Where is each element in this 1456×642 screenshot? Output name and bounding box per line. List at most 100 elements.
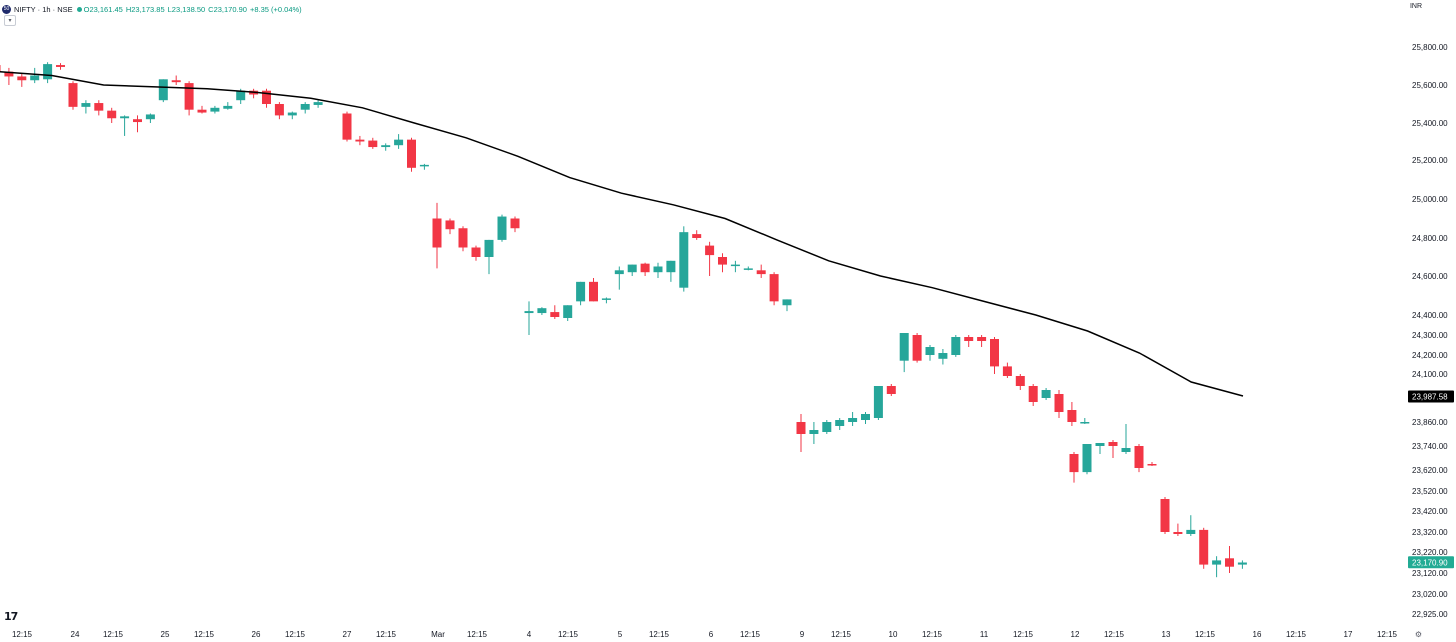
x-axis-tick-label: 12:15 xyxy=(376,630,397,639)
candle-body xyxy=(1160,499,1170,532)
y-axis-tick-label: 23,740.00 xyxy=(1412,442,1448,451)
x-axis-tick-label: 27 xyxy=(343,630,352,639)
candle-body xyxy=(640,263,650,273)
ohlc-high: H23,173.85 xyxy=(125,4,165,14)
candle-body xyxy=(886,386,896,394)
candle-body xyxy=(1002,366,1012,376)
y-axis-tick-label: 25,400.00 xyxy=(1412,119,1448,128)
x-axis-tick-label: 16 xyxy=(1253,630,1262,639)
candle-body xyxy=(925,347,935,355)
x-axis-tick-label: 12:15 xyxy=(12,630,33,639)
x-axis-tick-label: 12:15 xyxy=(558,630,579,639)
candle-body xyxy=(743,268,753,270)
symbol-legend[interactable]: 50 NIFTY · 1h · NSE O23,161.45 H23,173.8… xyxy=(2,2,305,16)
x-axis-tick-label: 26 xyxy=(252,630,261,639)
x-axis-tick-label: Mar xyxy=(431,630,445,639)
y-axis-tick-label: 24,400.00 xyxy=(1412,311,1448,320)
candle-body xyxy=(563,305,573,318)
currency-label[interactable]: INR xyxy=(1409,3,1422,10)
x-axis-tick-label: 12:15 xyxy=(1286,630,1307,639)
candle-body xyxy=(394,139,404,146)
gear-icon[interactable]: ⚙ xyxy=(1414,630,1422,639)
x-axis-tick-label: 12:15 xyxy=(285,630,306,639)
x-axis-tick-label: 25 xyxy=(161,630,170,639)
x-axis-tick-label: 12:15 xyxy=(1377,630,1398,639)
x-axis-tick-label: 13 xyxy=(1162,630,1171,639)
y-axis-tick-label: 24,300.00 xyxy=(1412,331,1448,340)
x-axis-tick-label: 12:15 xyxy=(467,630,488,639)
candle-body xyxy=(287,112,297,116)
candle-body xyxy=(223,105,233,109)
candle-body xyxy=(1212,560,1222,565)
y-axis-tick-label: 23,020.00 xyxy=(1412,590,1448,599)
chevron-down-icon[interactable]: ▾ xyxy=(4,15,16,26)
y-axis-tick-label: 24,100.00 xyxy=(1412,370,1448,379)
candle-body xyxy=(210,107,220,112)
candle-body xyxy=(133,119,142,123)
candle-body xyxy=(576,281,586,302)
tradingview-logo[interactable]: 17 xyxy=(4,610,18,623)
candle-body xyxy=(601,298,611,300)
candle-body xyxy=(471,247,481,257)
y-axis-tick-label: 24,200.00 xyxy=(1412,351,1448,360)
x-axis-tick-label: 12:15 xyxy=(103,630,124,639)
x-axis-tick-label: 12:15 xyxy=(194,630,215,639)
candle-body xyxy=(342,113,352,140)
candle-body xyxy=(381,145,391,148)
candle-body xyxy=(730,264,740,267)
candle-body xyxy=(56,65,65,67)
y-axis-tick-label: 23,520.00 xyxy=(1412,487,1448,496)
current-price-label: 23,170.90 xyxy=(1412,558,1448,567)
candle-body xyxy=(1121,448,1131,452)
candle-body xyxy=(912,335,922,361)
x-axis-tick-label: 10 xyxy=(889,630,898,639)
candle-body xyxy=(262,90,271,104)
candle-body xyxy=(938,353,948,359)
candle-body xyxy=(705,245,715,256)
nifty-logo-icon: 50 xyxy=(2,4,11,14)
candle-body xyxy=(550,312,560,317)
y-axis-tick-label: 25,200.00 xyxy=(1412,156,1448,165)
y-axis-tick-label: 23,120.00 xyxy=(1412,569,1448,578)
candle-body xyxy=(524,311,534,314)
candle-body xyxy=(1015,376,1025,386)
candle-body xyxy=(990,339,999,367)
y-axis-tick-label: 23,860.00 xyxy=(1412,418,1448,427)
ohlc-change: +8.35 (+0.04%) xyxy=(249,4,302,14)
x-axis-tick-label: 12:15 xyxy=(649,630,670,639)
candle-body xyxy=(81,103,91,107)
candle-body xyxy=(537,308,547,314)
candle-body xyxy=(809,430,819,434)
candle-body xyxy=(510,218,520,229)
candle-body xyxy=(94,103,104,111)
candle-body xyxy=(1199,529,1209,565)
symbol-title[interactable]: NIFTY · 1h · NSE xyxy=(14,4,73,14)
candle-body xyxy=(899,333,909,361)
candle-body xyxy=(107,110,117,119)
candle-body xyxy=(1080,422,1090,424)
y-axis-tick-label: 25,000.00 xyxy=(1412,195,1448,204)
x-axis-tick-label: 12:15 xyxy=(1195,630,1216,639)
x-axis-tick-label: 6 xyxy=(709,630,714,639)
candle-body xyxy=(313,102,323,105)
candle-body xyxy=(666,260,676,273)
x-axis-tick-label: 4 xyxy=(527,630,532,639)
candle-body xyxy=(145,114,155,120)
candle-body xyxy=(300,104,310,110)
candle-body xyxy=(1069,454,1079,473)
moving-average-line xyxy=(0,70,1244,397)
x-axis-tick-label: 12:15 xyxy=(1104,630,1125,639)
x-axis-tick-label: 12 xyxy=(1071,630,1080,639)
candle-body xyxy=(197,109,207,113)
x-axis-tick-label: 12:15 xyxy=(740,630,761,639)
candle-body xyxy=(0,65,1,72)
candle-body xyxy=(782,299,792,306)
candle-body xyxy=(1225,558,1234,567)
candle-body xyxy=(1082,444,1092,473)
x-axis-tick-label: 12:15 xyxy=(831,630,852,639)
candle-body xyxy=(627,264,637,273)
candle-body xyxy=(653,266,663,273)
candle-body xyxy=(861,414,870,420)
candle-body xyxy=(68,83,78,107)
